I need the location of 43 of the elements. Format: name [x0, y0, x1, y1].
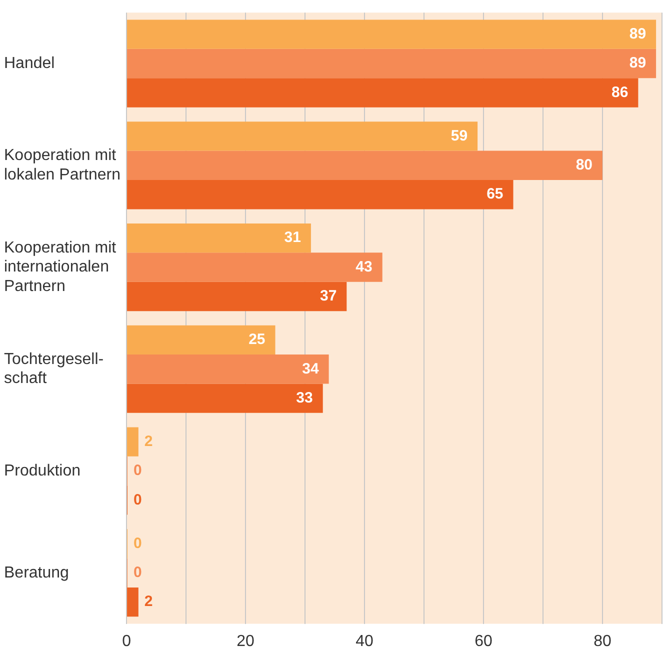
x-tick-label: 40 [356, 632, 374, 650]
data-label: 0 [134, 462, 142, 480]
data-label: 31 [284, 229, 301, 246]
y-tick-label: Produktion [4, 462, 80, 480]
y-tick-label: Handel [4, 54, 55, 72]
data-label: 2 [144, 593, 153, 610]
x-tick-label: 0 [122, 632, 132, 650]
bar [127, 180, 514, 210]
data-label: 25 [248, 331, 266, 348]
bar [127, 282, 347, 312]
data-label: 59 [450, 127, 468, 144]
data-label: 43 [356, 258, 372, 276]
x-tick-label: 20 [236, 632, 255, 650]
y-tick-label: Kooperation mit internationalen Partnern [4, 239, 117, 295]
y-tick-label: Tochtergesell- schaft [4, 350, 104, 388]
x-tick-label: 60 [474, 632, 493, 650]
bar [127, 354, 329, 384]
data-label: 33 [296, 389, 313, 406]
data-label: 34 [302, 360, 320, 378]
data-label: 2 [144, 432, 153, 450]
y-tick-label: Kooperation mit lokalen Partnern [4, 147, 121, 184]
data-label: 89 [629, 25, 646, 42]
bar [127, 122, 478, 151]
x-tick-label: 80 [594, 632, 612, 650]
bar [127, 78, 638, 108]
data-label: 0 [134, 491, 142, 508]
data-label: 37 [320, 288, 337, 305]
bar [127, 587, 138, 617]
bar [127, 325, 276, 355]
y-tick-label: Beratung [4, 564, 69, 582]
bar [127, 20, 656, 49]
data-label: 0 [134, 564, 142, 582]
bar [127, 252, 382, 282]
bar [127, 150, 602, 180]
bar [127, 48, 656, 78]
data-label: 86 [612, 84, 628, 101]
bar [127, 223, 311, 253]
data-label: 0 [134, 534, 142, 552]
data-label: 65 [486, 186, 504, 203]
bar [127, 384, 323, 413]
bar [127, 427, 138, 456]
data-label: 80 [576, 156, 592, 174]
data-label: 89 [629, 54, 646, 72]
